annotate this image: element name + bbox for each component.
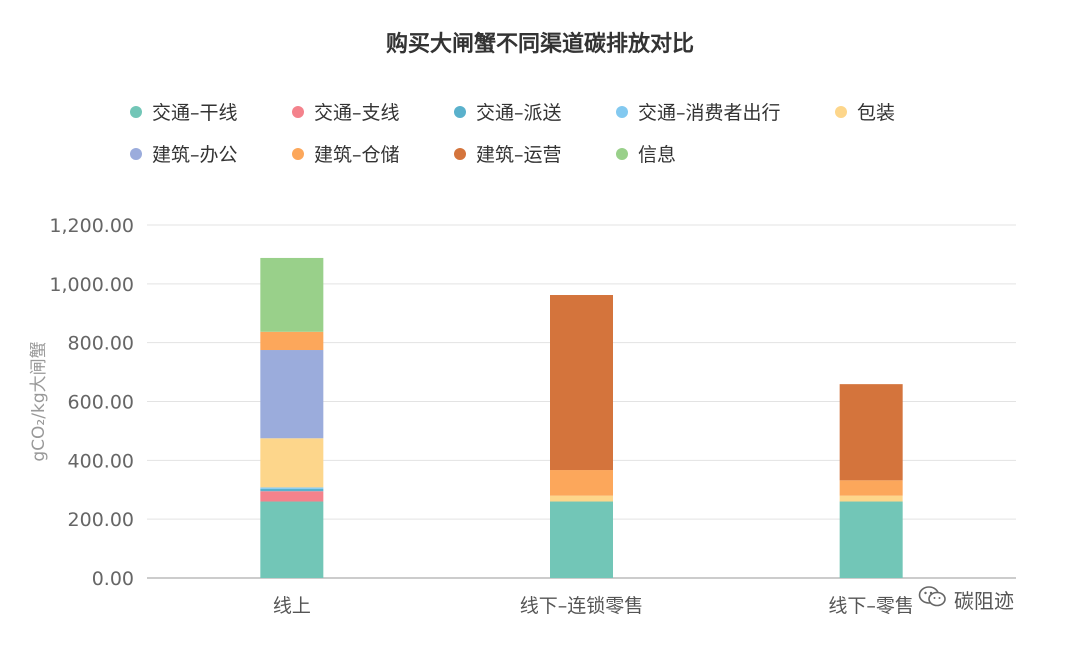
legend-label: 交通–干线 xyxy=(152,102,238,124)
bar-segment xyxy=(260,350,324,439)
legend-label: 交通–派送 xyxy=(476,102,562,124)
legend-item[interactable]: 建筑–仓储 xyxy=(292,140,400,167)
legend-item[interactable]: 建筑–运营 xyxy=(454,140,562,167)
bar-segment xyxy=(839,384,903,481)
legend-item[interactable]: 交通–支线 xyxy=(292,98,400,125)
bar-segment xyxy=(839,501,903,578)
bar-segment xyxy=(260,331,324,351)
legend-label: 信息 xyxy=(638,144,677,166)
bar-segment xyxy=(550,501,613,578)
y-tick-label: 600.00 xyxy=(68,392,134,414)
x-tick-label: 线下–零售 xyxy=(828,595,914,617)
bar-segment xyxy=(839,495,903,502)
legend-label: 包装 xyxy=(857,102,896,124)
legend-label: 交通–消费者出行 xyxy=(638,102,781,124)
bar-segment xyxy=(260,257,324,332)
legend-label: 交通–支线 xyxy=(314,102,400,124)
legend-swatch xyxy=(130,105,142,118)
bar-segment xyxy=(550,470,613,496)
watermark-text: 碳阻迹 xyxy=(954,589,1014,613)
bar-segment xyxy=(260,501,324,578)
bar-segment xyxy=(260,488,324,492)
bar-segment xyxy=(260,491,324,502)
legend-item[interactable]: 交通–消费者出行 xyxy=(616,98,781,125)
legend-swatch xyxy=(292,105,304,118)
bar-segment xyxy=(550,295,613,471)
legend-label: 建筑–办公 xyxy=(152,144,238,166)
legend-label: 建筑–运营 xyxy=(476,144,562,166)
legend-label: 建筑–仓储 xyxy=(314,144,400,166)
watermark: 碳阻迹 xyxy=(918,585,1014,614)
legend-swatch xyxy=(616,147,628,160)
legend-swatch xyxy=(292,147,304,160)
y-tick-label: 0.00 xyxy=(92,568,134,590)
legend-item[interactable]: 交通–派送 xyxy=(454,98,562,125)
legend-item[interactable]: 信息 xyxy=(616,140,676,167)
y-axis-label: gCO₂/kg大闸蟹 xyxy=(29,341,49,461)
bar-segment xyxy=(260,438,324,488)
bar-segment xyxy=(839,480,903,496)
legend-swatch xyxy=(454,105,466,118)
y-tick-label: 400.00 xyxy=(68,450,134,472)
chart-title: 购买大闸蟹不同渠道碳排放对比 xyxy=(385,32,694,57)
legend-item[interactable]: 包装 xyxy=(835,98,895,125)
legend-swatch xyxy=(454,147,466,160)
legend-swatch xyxy=(835,105,847,118)
legend-item[interactable]: 交通–干线 xyxy=(130,98,238,125)
bar-segment xyxy=(260,487,324,489)
wechat-icon xyxy=(918,585,948,614)
bar-segment xyxy=(550,495,613,502)
y-tick-label: 1,000.00 xyxy=(49,274,134,296)
y-tick-label: 200.00 xyxy=(68,509,134,531)
legend-item[interactable]: 建筑–办公 xyxy=(130,140,238,167)
legend-swatch xyxy=(130,147,142,160)
legend-swatch xyxy=(616,105,628,118)
y-tick-label: 1,200.00 xyxy=(49,215,134,237)
y-tick-label: 800.00 xyxy=(68,333,134,355)
x-tick-label: 线下–连锁零售 xyxy=(520,595,644,617)
x-tick-label: 线上 xyxy=(273,595,311,617)
